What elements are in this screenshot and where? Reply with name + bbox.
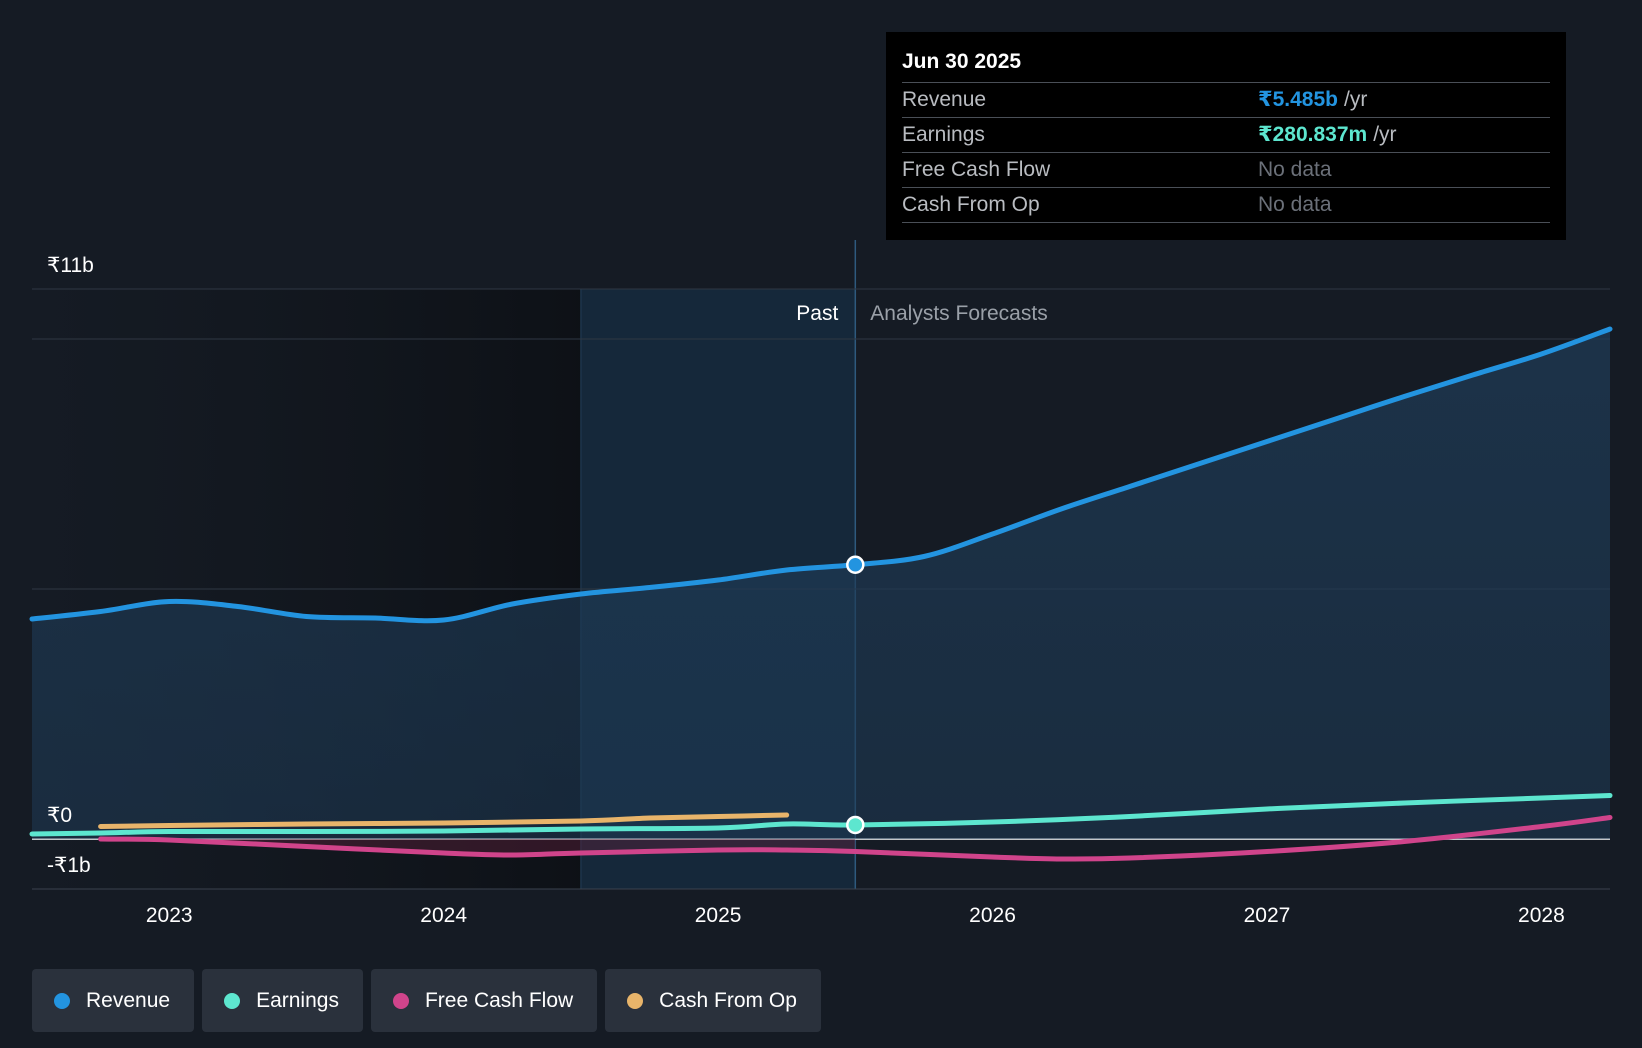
free-cash-flow-line xyxy=(98,815,1613,862)
tooltip-row-value: ₹5.485b xyxy=(1258,88,1338,111)
x-tick-label: 2027 xyxy=(1244,904,1291,927)
legend-item-earnings[interactable]: Earnings xyxy=(202,969,363,1032)
tooltip-row-value: No data xyxy=(1258,158,1332,181)
x-tick-label: 2025 xyxy=(695,904,742,927)
revenue-area-fill xyxy=(32,329,1610,839)
legend: Revenue Earnings Free Cash Flow Cash Fro… xyxy=(32,969,821,1032)
tooltip-row-earnings: Earnings ₹280.837m /yr xyxy=(902,117,1550,152)
legend-label: Earnings xyxy=(256,988,339,1012)
x-tick-label: 2023 xyxy=(146,904,193,927)
series-lines xyxy=(29,326,1613,862)
legend-label: Revenue xyxy=(86,988,171,1012)
tooltip-date: Jun 30 2025 xyxy=(902,50,1022,73)
forecast-label: Analysts Forecasts xyxy=(870,302,1047,325)
x-tick-label: 2024 xyxy=(420,904,467,927)
tooltip-row-unit: /yr xyxy=(1373,123,1397,146)
tooltip-row-value: No data xyxy=(1258,193,1332,216)
tooltip-row-unit: /yr xyxy=(1344,88,1368,111)
tooltip: Jun 30 2025 Revenue ₹5.485b /yr Earnings… xyxy=(886,32,1566,240)
y-tick-label-top: ₹11b xyxy=(47,254,94,277)
legend-dot-icon xyxy=(627,992,644,1009)
axis-labels: ₹11b ₹0 -₹1b 2023 2024 2025 2026 2027 2028 Past An… xyxy=(47,254,1565,927)
tooltip-row-name: Revenue xyxy=(902,88,987,111)
x-tick-label: 2028 xyxy=(1518,904,1565,927)
tooltip-row-name: Cash From Op xyxy=(902,193,1040,216)
legend-item-free-cash-flow[interactable]: Free Cash Flow xyxy=(370,969,598,1032)
cash-from-op-line xyxy=(98,812,790,829)
revenue-line xyxy=(29,326,1613,624)
legend-item-cash-from-op[interactable]: Cash From Op xyxy=(605,969,821,1032)
legend-dot-icon xyxy=(224,992,241,1009)
legend-label: Free Cash Flow xyxy=(424,988,574,1012)
earnings-highlight-marker xyxy=(846,815,865,835)
revenue-highlight-marker xyxy=(846,555,865,574)
y-tick-label-bottom: -₹1b xyxy=(47,854,91,877)
legend-dot-icon xyxy=(54,992,70,1009)
tooltip-row-name: Earnings xyxy=(902,123,985,146)
tooltip-row-value: ₹280.837m xyxy=(1258,123,1368,146)
tooltip-row-cash-from-op: Cash From Op No data xyxy=(902,187,1550,223)
tooltip-row-revenue: Revenue ₹5.485b /yr xyxy=(902,82,1550,117)
tooltip-row-free-cash-flow: Free Cash Flow No data xyxy=(902,152,1550,187)
y-tick-label-zero: ₹0 xyxy=(47,804,72,827)
x-tick-label: 2026 xyxy=(969,904,1016,927)
past-label: Past xyxy=(796,302,838,325)
legend-label: Cash From Op xyxy=(659,988,797,1012)
highlight-markers xyxy=(846,555,865,835)
earnings-line xyxy=(29,793,1613,837)
legend-item-revenue[interactable]: Revenue xyxy=(32,969,195,1032)
tooltip-row-name: Free Cash Flow xyxy=(902,158,1051,181)
legend-dot-icon xyxy=(392,992,409,1009)
